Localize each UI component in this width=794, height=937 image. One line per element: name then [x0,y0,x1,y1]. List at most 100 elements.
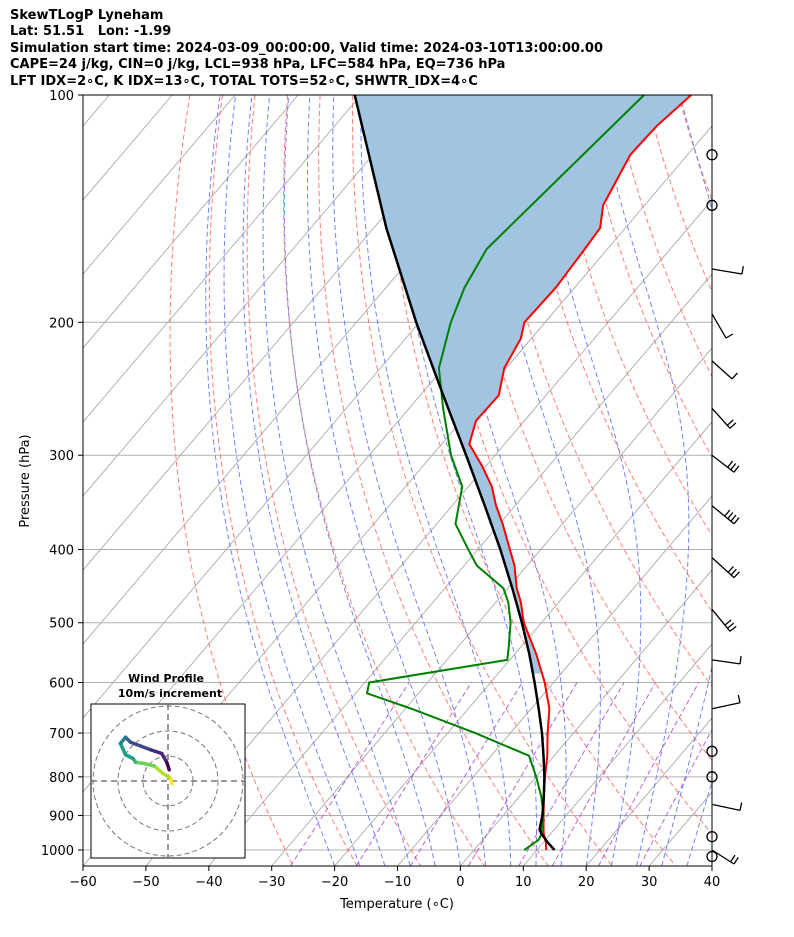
wind-barb [711,655,742,665]
hodograph-segment [138,744,153,752]
y-tick-label: 400 [49,544,74,559]
calm-wind-circle [706,199,718,211]
moist-adiabat [283,95,436,866]
y-tick-label: 800 [49,771,74,786]
y-tick-label: 600 [49,677,74,692]
isotherm-line [83,95,299,349]
mixing-ratio-line [409,682,523,866]
y-tick-label: 900 [49,809,74,824]
mixing-ratio-line [551,682,656,866]
dry-adiabat [580,95,712,459]
dry-adiabat [744,95,794,866]
inset-subtitle: 10m/s increment [118,687,222,700]
isotherm-line [83,95,425,497]
hodograph-segment [118,741,128,757]
calm-wind-circle [706,745,718,757]
hodograph-ring [117,730,219,832]
wind-barb [711,313,734,339]
x-tick-label: −30 [258,875,285,890]
dry-adiabat [710,95,712,100]
wind-barb [711,802,743,811]
isotherm-line [460,569,712,866]
calm-wind-circle [706,830,718,843]
mixing-ratio-line [468,682,578,866]
isotherm-line [775,95,794,866]
isotherm-line [208,273,712,866]
hodograph-segment [128,740,143,748]
isotherm-line [711,865,712,866]
mixing-ratio-line [290,682,410,866]
dry-adiabat [678,95,712,202]
isotherm-line [397,495,712,866]
dry-adiabat [208,95,358,866]
y-tick-label: 700 [49,727,74,742]
wind-barb [711,608,737,632]
hodograph-segment [165,760,171,772]
index-line: LFT IDX=2∘C, K IDX=13∘C, TOTAL TOTS=52∘C… [10,73,478,89]
isotherm-line [145,199,712,866]
dry-adiabat [352,95,613,866]
y-tick-label: 500 [49,617,74,632]
isotherm-line [83,95,488,571]
parcel-line [353,95,556,851]
calm-wind-circle [706,149,718,161]
x-tick-label: 10 [515,875,532,890]
dry-adiabat [318,95,549,866]
y-tick-label: 1000 [41,844,74,859]
time-line: Simulation start time: 2024-03-09_00:00:… [10,40,603,56]
isotherm-line [83,95,236,275]
chart-title: SkewTLogP Lyneham [10,8,164,23]
wind-barb [711,360,738,380]
dry-adiabat [776,95,794,866]
x-tick-label: −60 [69,875,96,890]
y-axis-label: Pressure (hPa) [18,434,33,527]
x-tick-label: −40 [195,875,222,890]
moist-adiabat [307,95,461,866]
wind-barb [711,454,740,473]
x-tick-label: −50 [132,875,159,890]
calm-wind-circle [706,771,718,783]
calm-wind-circle [706,850,718,863]
dry-adiabat [246,95,422,866]
x-tick-label: 20 [578,875,595,890]
moist-adiabat [262,95,411,866]
x-tick-label: 0 [456,875,464,890]
moist-adiabat [661,95,712,866]
moist-adiabat [205,95,336,866]
moist-adiabat [332,95,487,866]
x-axis-label: Temperature (∘C) [339,897,454,912]
mixing-ratio-line [639,728,712,866]
x-tick-label: −10 [384,875,411,890]
y-tick-label: 300 [49,449,74,464]
dry-adiabat [283,95,485,866]
moist-adiabat [242,95,386,866]
isotherm-line [271,347,712,866]
wind-barb [711,694,741,710]
dry-adiabat [645,95,712,293]
x-tick-label: −20 [321,875,348,890]
mixing-ratio-line [355,682,472,866]
mixing-ratio-line [597,682,700,866]
wind-barb [711,505,740,525]
wind-barb [711,849,739,865]
mixing-ratio-line [518,682,625,866]
cape-area [354,95,692,674]
y-tick-label: 200 [49,316,74,331]
inset-title: Wind Profile [128,672,204,685]
chart-header: SkewTLogP Lyneham Lat: 51.51 Lon: -1.99 … [10,8,603,90]
isotherm-line [648,791,712,866]
isotherm-line [83,95,362,423]
moist-adiabat [711,864,712,866]
location-line: Lat: 51.51 Lon: -1.99 [10,24,172,40]
wind-barb [711,557,740,579]
moist-adiabat [360,95,512,866]
moist-adiabat [223,95,361,866]
wind-barb [711,265,744,275]
isotherm-line [334,421,712,866]
x-tick-label: 40 [704,875,721,890]
wind-barb [711,407,737,429]
hodograph-plot [91,704,245,858]
hodograph-segment [148,748,164,756]
cape-line: CAPE=24 j/kg, CIN=0 j/kg, LCL=938 hPa, L… [10,57,506,73]
